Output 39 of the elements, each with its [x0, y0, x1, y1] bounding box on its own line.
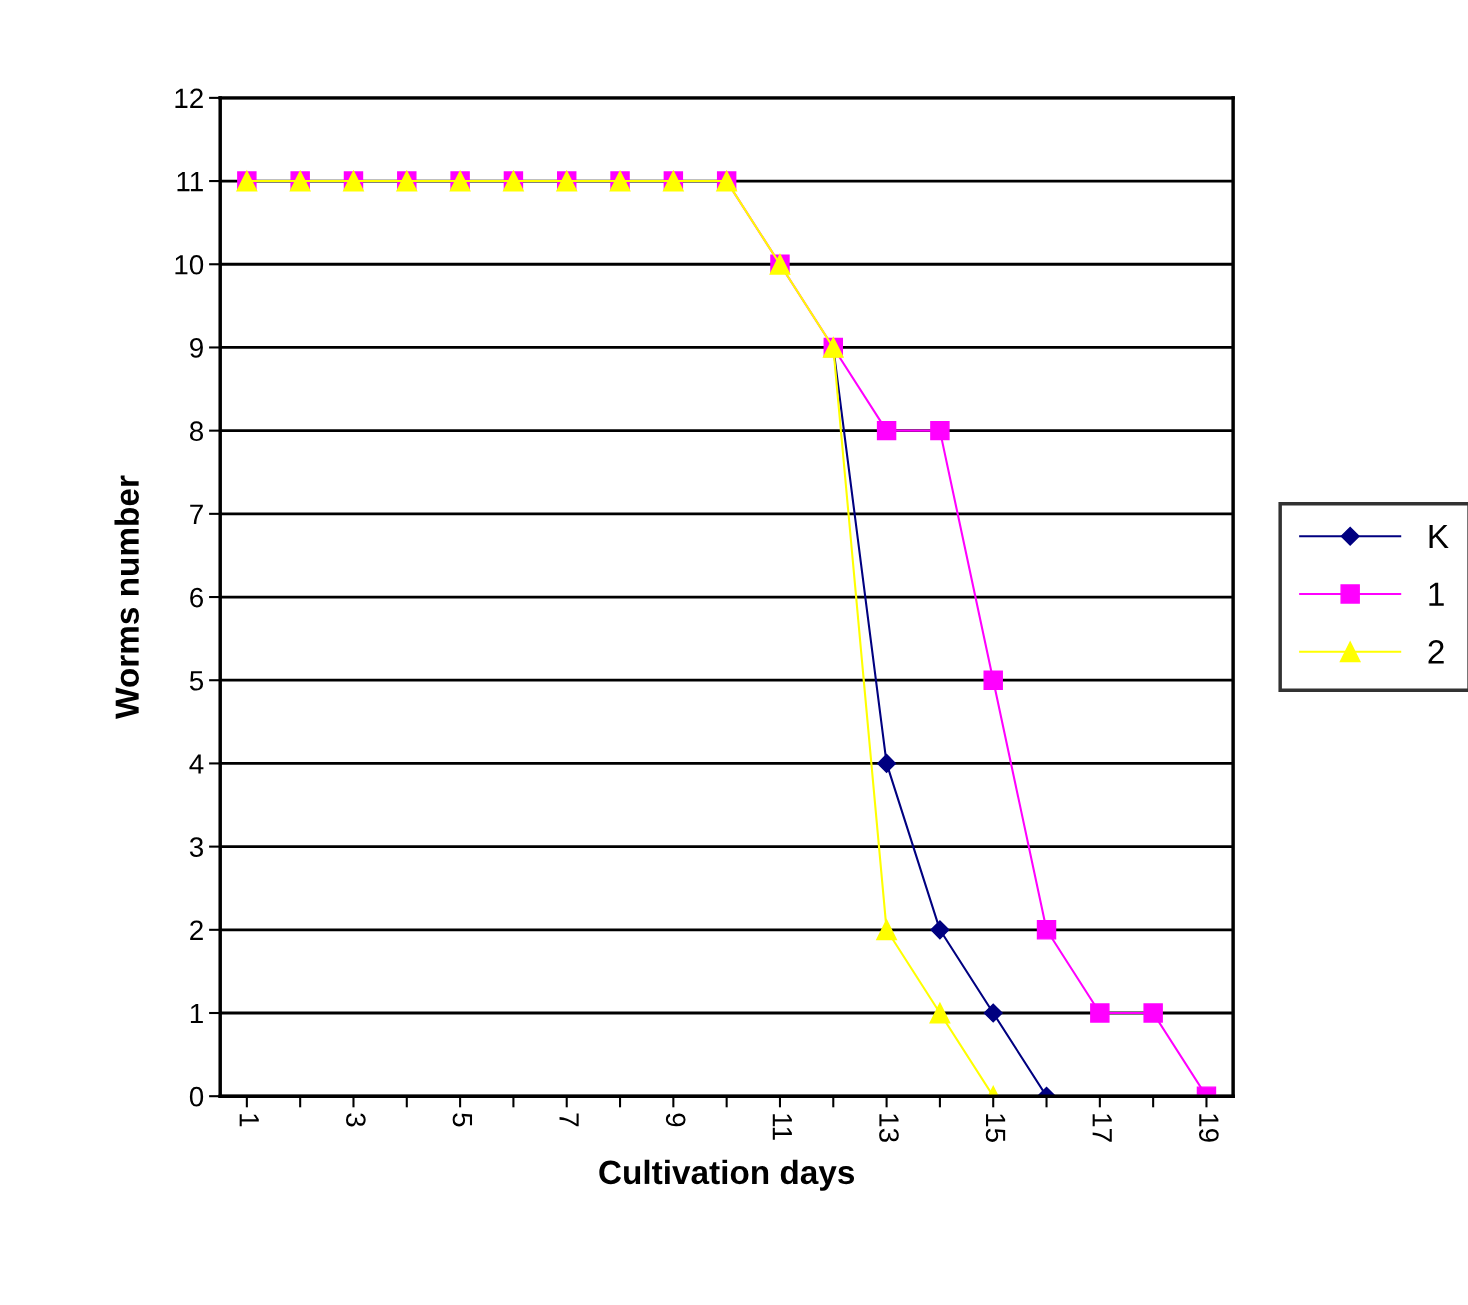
x-tick-label: 15 — [985, 1114, 1006, 1142]
legend-label: 1 — [1429, 582, 1444, 606]
y-tick-label: 9 — [190, 338, 203, 358]
y-tick-label: 1 — [190, 1003, 203, 1024]
y-axis-title: Worms number — [114, 475, 139, 719]
x-tick-label: 3 — [346, 1113, 366, 1127]
point — [876, 919, 898, 941]
x-tick-label: 17 — [1092, 1114, 1112, 1142]
legend-label: 2 — [1428, 640, 1444, 664]
y-tick-label: 3 — [189, 837, 204, 857]
point — [1143, 1003, 1163, 1023]
point — [983, 670, 1003, 690]
x-tick-label: 5 — [452, 1113, 473, 1127]
point — [930, 420, 950, 441]
y-tick-label: 4 — [189, 754, 204, 774]
y-tick-label: 6 — [190, 587, 204, 608]
x-tick-label: 19 — [1199, 1114, 1219, 1142]
point — [1090, 1003, 1110, 1023]
y-tick-label: 12 — [175, 88, 203, 108]
y-tick-label: 8 — [189, 421, 204, 441]
legend-label: K — [1429, 524, 1449, 548]
y-tick-label: 5 — [189, 671, 204, 691]
x-tick-label: 11 — [772, 1114, 792, 1140]
point — [929, 1002, 951, 1024]
y-tick-label: 11 — [177, 172, 203, 192]
point — [930, 920, 950, 940]
y-tick-label: 0 — [189, 1086, 204, 1107]
point — [983, 1003, 1003, 1023]
y-tick-label: 2 — [190, 920, 203, 940]
point — [877, 753, 897, 773]
x-tick-label: 9 — [665, 1113, 686, 1127]
x-tick-label: 7 — [559, 1113, 579, 1127]
point — [1036, 920, 1057, 940]
point — [876, 420, 897, 441]
x-tick-label: 1 — [239, 1114, 259, 1127]
y-tick-label: 7 — [190, 504, 203, 524]
y-tick-label: 10 — [175, 254, 204, 275]
x-tick-label: 13 — [879, 1114, 899, 1142]
x-axis-title: Cultivation days — [599, 1159, 855, 1191]
